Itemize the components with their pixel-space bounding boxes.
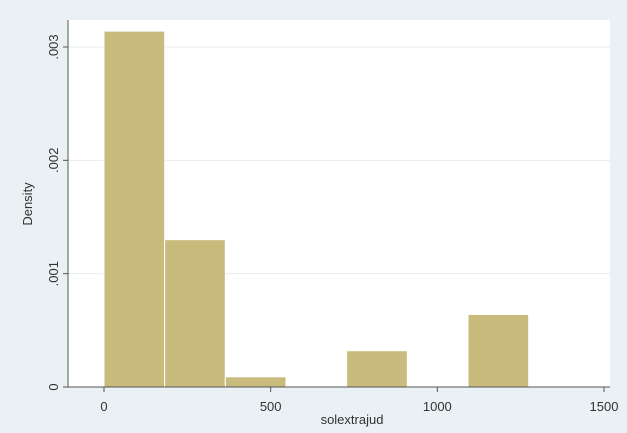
x-tick-label: 1500 (590, 399, 619, 414)
y-tick-label: .001 (46, 261, 61, 286)
x-tick-label: 1000 (423, 399, 452, 414)
y-axis-title: Density (20, 182, 35, 226)
histogram-bar (103, 30, 166, 388)
x-tick-label: 0 (100, 399, 107, 414)
y-tick-label: 0 (46, 383, 61, 390)
histogram-bar (346, 350, 408, 388)
y-tick-label: .002 (46, 148, 61, 173)
histogram-bar (467, 313, 530, 388)
y-tick-label: .003 (46, 34, 61, 59)
histogram-bar (164, 239, 226, 388)
histogram-bar (224, 376, 287, 388)
x-tick-label: 500 (260, 399, 282, 414)
x-axis-title: solextrajud (321, 412, 384, 427)
